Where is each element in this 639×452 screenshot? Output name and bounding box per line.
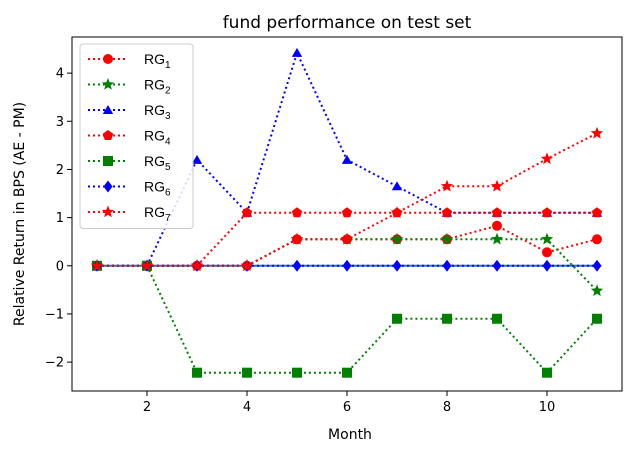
y-axis-label: Relative Return in BPS (AE - PM): [12, 102, 28, 326]
legend-entry-6: RG6: [88, 179, 171, 199]
series-3-point: [191, 154, 203, 164]
series-5-point: [442, 313, 452, 324]
legend-entry-7: RG7: [88, 204, 171, 224]
x-tick-label: 8: [443, 400, 451, 415]
series-2-point: [390, 232, 404, 245]
legend-marker: [101, 205, 115, 218]
series-7-point: [590, 126, 604, 139]
x-tick-label: 4: [243, 400, 251, 415]
series-7-point: [240, 259, 254, 272]
series-5-point: [492, 313, 502, 324]
series-7-point: [90, 259, 104, 272]
series-7-point: [390, 206, 404, 219]
series-4-point: [441, 207, 453, 218]
series-6-point: [342, 259, 352, 272]
x-tick-label: 6: [343, 400, 351, 415]
legend-marker: [103, 180, 113, 193]
legend-entry-5: RG5: [88, 153, 171, 173]
series-5-line: [97, 264, 598, 375]
legend-label: RG7: [144, 204, 171, 224]
x-tick-label: 2: [143, 400, 151, 415]
series-2-point: [490, 232, 504, 245]
series-2-point: [590, 284, 604, 297]
legend-label: RG5: [144, 153, 171, 173]
series-5-point: [342, 367, 352, 378]
series-7-point: [140, 259, 154, 272]
series-7-point: [190, 259, 204, 272]
series-4-point: [591, 207, 603, 218]
legend-marker: [103, 54, 113, 64]
legend-label: RG1: [144, 51, 171, 71]
series-2-point: [440, 232, 454, 245]
legend-entry-4: RG4: [88, 128, 171, 148]
series-4-point: [291, 207, 303, 218]
legend-label: RG4: [144, 128, 171, 148]
x-tick-label: 10: [539, 400, 556, 415]
series-4-point: [241, 207, 253, 218]
series-4-point: [541, 207, 553, 218]
y-tick-label: 3: [56, 115, 64, 130]
series-6-point: [442, 259, 452, 272]
legend-entry-2: RG2: [88, 77, 171, 97]
y-tick-label: −2: [45, 356, 64, 371]
series-7-point: [490, 179, 504, 192]
legend-label: RG3: [144, 102, 171, 122]
y-tick-label: −1: [45, 307, 64, 322]
legend-marker: [101, 78, 115, 90]
series-7-point: [440, 179, 454, 192]
legend-box: [79, 43, 194, 229]
series-6-point: [542, 259, 552, 272]
series-3-point: [391, 181, 403, 191]
plot-area: [90, 47, 604, 378]
series-5-point: [592, 313, 602, 324]
chart-title: fund performance on test set: [223, 13, 472, 33]
legend: RG1 RG2 RG3 RG4 RG5 RG6 RG7: [79, 43, 194, 229]
series-3-point: [341, 154, 353, 164]
series-5-point: [392, 313, 402, 324]
y-tick-label: 2: [56, 163, 64, 178]
series-6-point: [492, 259, 502, 272]
legend-label: RG6: [144, 179, 171, 199]
y-tick-label: 4: [56, 67, 64, 82]
series-5-point: [542, 367, 552, 378]
series-7: [90, 126, 604, 272]
series-2-point: [540, 232, 554, 245]
series-6-point: [592, 259, 602, 272]
legend-marker: [103, 156, 113, 166]
series-1-point: [592, 234, 602, 245]
series-5-point: [192, 367, 202, 378]
series-1-point: [542, 247, 552, 258]
series-7-point: [540, 152, 554, 165]
x-axis-label: Month: [328, 427, 372, 443]
series-5-point: [242, 367, 252, 378]
y-tick-label: 1: [56, 211, 64, 226]
series-6-point: [392, 259, 402, 272]
series-4-point: [341, 207, 353, 218]
axis-ticks: 2 4 6 8 10 −2 −1 0 1 2 3 4: [45, 67, 555, 415]
series-4-point: [491, 207, 503, 218]
legend-marker: [102, 105, 114, 114]
y-tick-label: 0: [56, 259, 64, 274]
series-1-point: [492, 220, 502, 231]
legend-label: RG2: [144, 77, 171, 97]
legend-entry-1: RG1: [88, 51, 171, 71]
series-7-point: [340, 232, 354, 245]
series-6-point: [292, 259, 302, 272]
series-7-point: [290, 232, 304, 245]
legend-entry-3: RG3: [88, 102, 171, 122]
series-5-point: [292, 367, 302, 378]
series-3-point: [291, 47, 303, 57]
legend-marker: [102, 130, 114, 140]
